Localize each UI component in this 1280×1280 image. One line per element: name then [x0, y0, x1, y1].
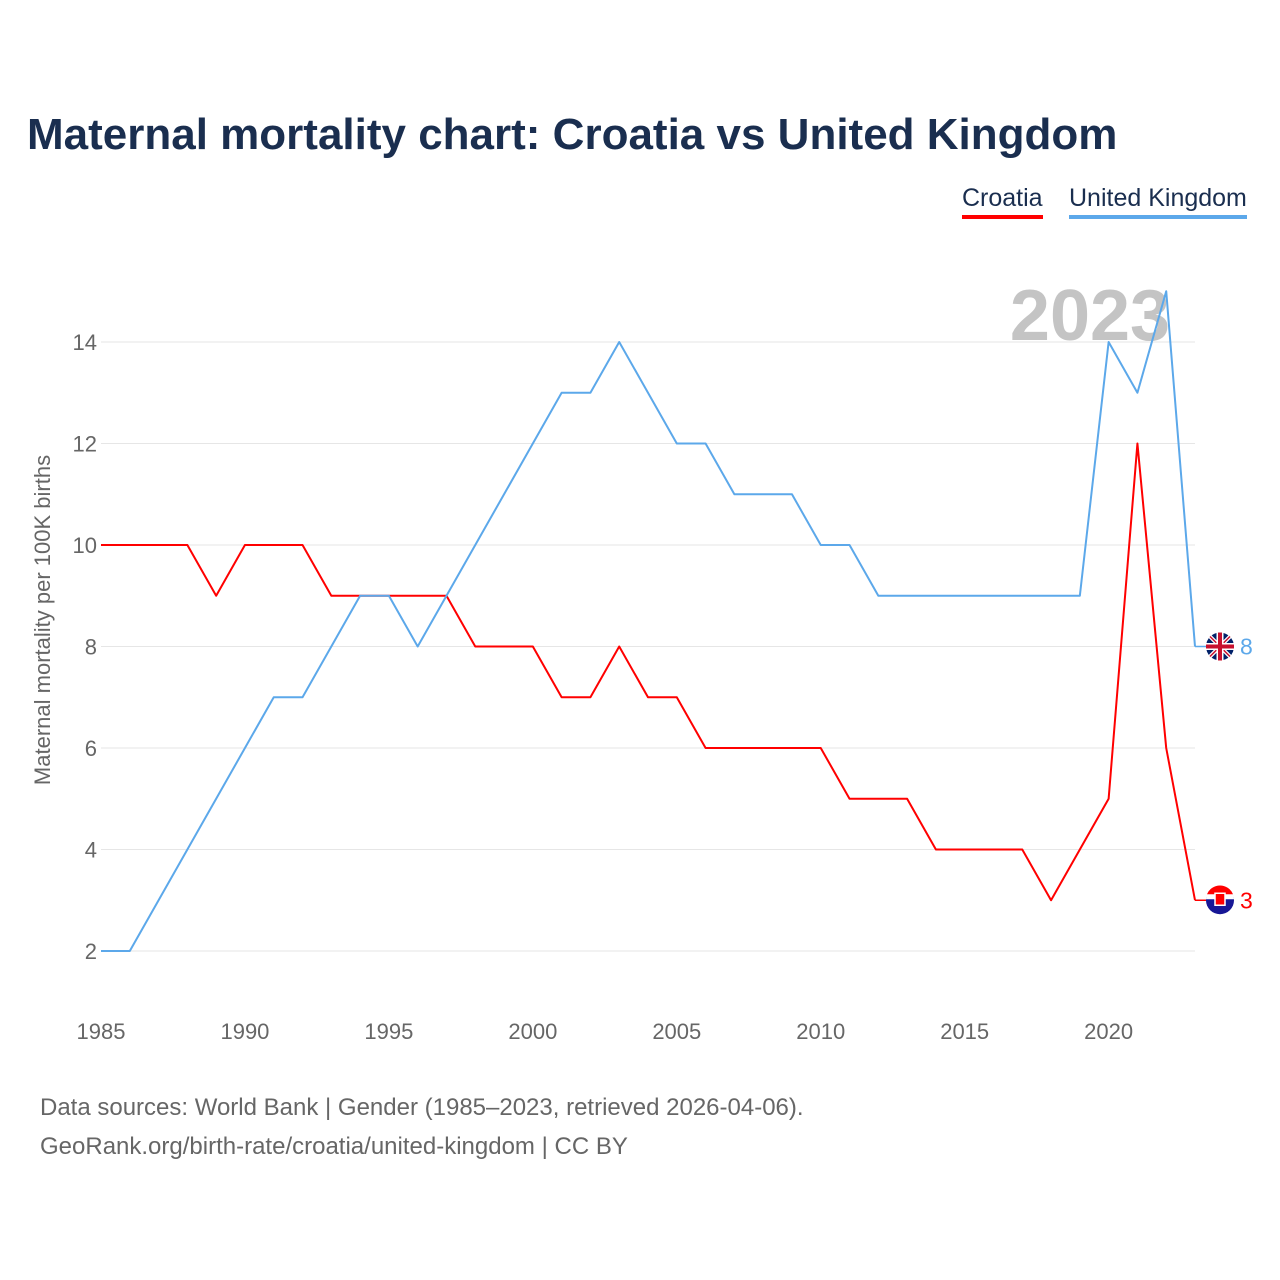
- y-tick-label: 8: [85, 635, 97, 660]
- end-value-label: 3: [1240, 887, 1253, 913]
- series-line-croatia: [101, 442, 1196, 902]
- croatia-flag-red: [1207, 885, 1233, 895]
- x-tick-label: 1990: [220, 1019, 269, 1044]
- source-note: Data sources: World Bank | Gender (1985–…: [40, 1088, 804, 1166]
- x-tick-label: 2000: [508, 1019, 557, 1044]
- source-line-1: Data sources: World Bank | Gender (1985–…: [40, 1094, 804, 1121]
- x-tick-label: 2005: [652, 1019, 701, 1044]
- x-tick-label: 2015: [940, 1019, 989, 1044]
- x-tick-label: 1985: [77, 1019, 126, 1044]
- y-tick-label: 14: [73, 330, 97, 355]
- y-axis-label: Maternal mortality per 100K births: [30, 455, 55, 785]
- x-tick-label: 2010: [796, 1019, 845, 1044]
- y-tick-label: 12: [73, 432, 97, 457]
- y-tick-label: 6: [85, 736, 97, 761]
- end-value-label: 8: [1240, 634, 1253, 660]
- x-tick-label: 2020: [1084, 1019, 1133, 1044]
- y-tick-label: 2: [85, 939, 97, 964]
- croatia-flag-shield: [1214, 892, 1226, 906]
- source-line-2[interactable]: GeoRank.org/birth-rate/croatia/united-ki…: [40, 1133, 628, 1160]
- y-tick-label: 10: [73, 533, 97, 558]
- year-label: 2023: [1010, 276, 1170, 356]
- uk-flag-cross-red: [1206, 632, 1234, 661]
- y-tick-label: 4: [85, 838, 97, 863]
- legend-united-kingdom[interactable]: United Kingdom: [1069, 184, 1247, 219]
- chart-title: Maternal mortality chart: Croatia vs Uni…: [27, 110, 1118, 159]
- series-line-united-kingdom: [101, 290, 1196, 952]
- legend-croatia[interactable]: Croatia: [962, 184, 1043, 219]
- x-tick-label: 1995: [364, 1019, 413, 1044]
